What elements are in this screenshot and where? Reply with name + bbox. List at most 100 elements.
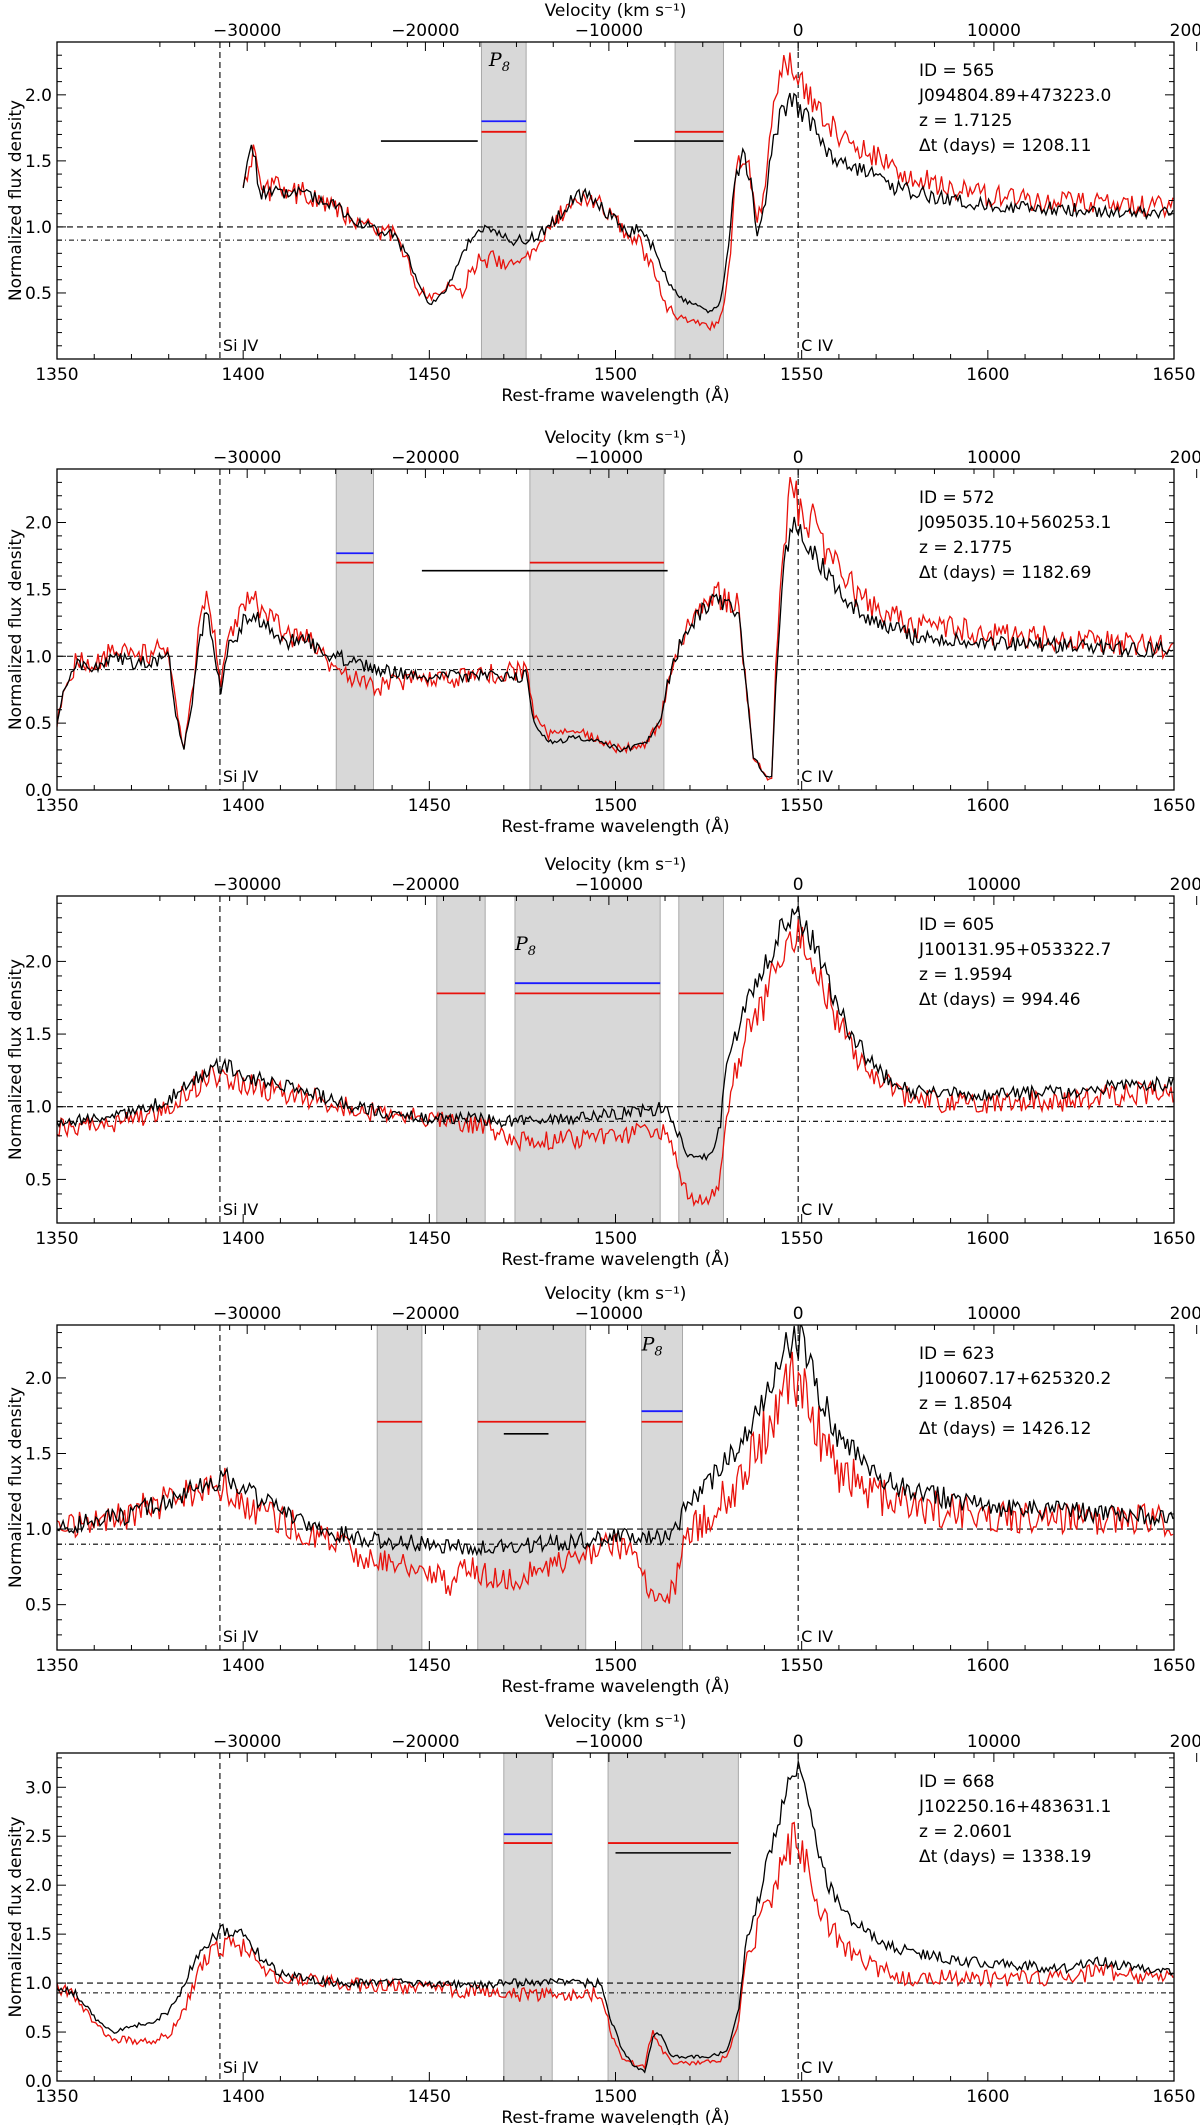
x-tick-label: 1500 (594, 365, 637, 385)
x-tick-label: 1650 (1152, 1656, 1195, 1676)
x-tick-label: 1450 (408, 365, 451, 385)
x-tick-label: 1400 (222, 365, 265, 385)
shaded-region (503, 1752, 553, 2082)
x-tick-label: 1600 (966, 1656, 1009, 1676)
time-interval: Δt (days) = 1182.69 (919, 563, 1091, 583)
y-tick-label: 2.0 (25, 1369, 52, 1389)
x-tick-label: 1450 (408, 796, 451, 816)
y-axis-label: Normalized flux density (6, 529, 26, 730)
y-tick-label: 1.0 (25, 1520, 52, 1540)
redshift: z = 1.8504 (919, 1394, 1012, 1414)
panels: P8 Si IV C IV 1350 1400 1450 1500 1550 1600 1650 −… (6, 1, 1200, 2125)
velocity-tick-label: 10000 (967, 1304, 1021, 1324)
y-tick-label: 1.5 (25, 1925, 52, 1945)
civ-label: C IV (801, 2058, 833, 2077)
shaded-region (514, 895, 661, 1224)
redshift: z = 2.0601 (919, 1822, 1012, 1842)
shaded-region (641, 1324, 684, 1651)
velocity-tick-label: 20000 (1170, 875, 1200, 895)
time-interval: Δt (days) = 994.46 (919, 990, 1081, 1010)
y-tick-label: 1.0 (25, 647, 52, 667)
x-tick-label: 1650 (1152, 796, 1195, 816)
y-tick-label: 2.0 (25, 1876, 52, 1896)
series-epoch1-spectrum (57, 1761, 1174, 2074)
series-epoch1-spectrum (57, 1325, 1174, 1557)
y-tick-label: 0.0 (25, 781, 52, 801)
time-interval: Δt (days) = 1338.19 (919, 1847, 1091, 1867)
siiv-label: Si IV (223, 1627, 258, 1646)
velocity-tick-label: −20000 (391, 1732, 459, 1752)
y-tick-label: 0.5 (25, 1170, 52, 1190)
shaded-region (678, 895, 724, 1224)
y-tick-label: 1.0 (25, 1974, 52, 1994)
object-id: ID = 623 (919, 1344, 995, 1364)
spectra-group (57, 1325, 1174, 1604)
y-tick-label: 1.0 (25, 218, 52, 238)
x-tick-label: 1350 (35, 365, 78, 385)
y-tick-label: 0.5 (25, 714, 52, 734)
shaded-region (376, 1324, 423, 1651)
redshift: z = 1.7125 (919, 111, 1012, 131)
x-tick-label: 1400 (222, 2087, 265, 2107)
x-tick-label: 1650 (1152, 2087, 1195, 2107)
velocity-tick-label: −20000 (391, 875, 459, 895)
x-tick-label: 1450 (408, 2087, 451, 2107)
x-tick-label: 1650 (1152, 1229, 1195, 1249)
x-axis-label: Rest-frame wavelength (Å) (501, 1675, 729, 1697)
object-name: J100131.95+053322.7 (918, 940, 1111, 960)
x-axis-label: Rest-frame wavelength (Å) (501, 2106, 729, 2125)
y-tick-label: 0.0 (25, 2072, 52, 2092)
velocity-tick-label: 10000 (967, 448, 1021, 468)
velocity-tick-label: −10000 (575, 448, 643, 468)
x-tick-label: 1550 (780, 1656, 823, 1676)
velocity-tick-label: 0 (793, 21, 804, 41)
spectra-group (57, 476, 1174, 781)
object-id: ID = 565 (919, 61, 995, 81)
velocity-tick-label: −30000 (213, 875, 281, 895)
y-axis-label: Normalized flux density (6, 1387, 26, 1588)
velocity-tick-label: −20000 (391, 448, 459, 468)
civ-label: C IV (801, 767, 833, 786)
y-tick-label: 2.0 (25, 514, 52, 534)
velocity-tick-label: −10000 (575, 875, 643, 895)
redshift: z = 2.1775 (919, 538, 1012, 558)
series-epoch2-spectrum (57, 1351, 1174, 1604)
x-tick-label: 1400 (222, 1656, 265, 1676)
x-tick-label: 1450 (408, 1229, 451, 1249)
y-tick-label: 1.5 (25, 580, 52, 600)
x-tick-label: 1500 (594, 1656, 637, 1676)
p8-label: P8 (514, 933, 536, 959)
series-epoch1-spectrum (57, 905, 1174, 1162)
x-tick-label: 1500 (594, 2087, 637, 2107)
velocity-tick-label: −20000 (391, 21, 459, 41)
object-name: J100607.17+625320.2 (918, 1369, 1111, 1389)
chart-panel-2: Si IV C IV 1350 1400 1450 1500 1550 1600 1650 −30… (6, 428, 1200, 837)
x-tick-label: 1350 (35, 2087, 78, 2107)
object-name: J094804.89+473223.0 (918, 86, 1111, 106)
x-axis-label: Rest-frame wavelength (Å) (501, 815, 729, 837)
x-tick-label: 1350 (35, 1656, 78, 1676)
x-axis-label: Rest-frame wavelength (Å) (501, 384, 729, 406)
siiv-label: Si IV (223, 1200, 258, 1219)
object-id: ID = 668 (919, 1772, 995, 1792)
velocity-tick-label: 0 (793, 448, 804, 468)
x-tick-label: 1600 (966, 1229, 1009, 1249)
shaded-region (607, 1752, 739, 2082)
velocity-tick-label: −10000 (575, 1304, 643, 1324)
time-interval: Δt (days) = 1208.11 (919, 136, 1091, 156)
shaded-region (477, 1324, 587, 1651)
shaded-region (529, 468, 665, 791)
p8-label: P8 (641, 1334, 663, 1360)
velocity-tick-label: 0 (793, 1732, 804, 1752)
siiv-label: Si IV (223, 767, 258, 786)
x-axis-label: Rest-frame wavelength (Å) (501, 1248, 729, 1270)
velocity-tick-label: 0 (793, 875, 804, 895)
x-tick-label: 1550 (780, 796, 823, 816)
velocity-tick-label: 10000 (967, 875, 1021, 895)
redshift: z = 1.9594 (919, 965, 1012, 985)
chart-panel-1: P8 Si IV C IV 1350 1400 1450 1500 1550 1600 1650 −… (6, 1, 1200, 406)
x-tick-label: 1600 (966, 2087, 1009, 2107)
velocity-tick-label: −20000 (391, 1304, 459, 1324)
x-tick-label: 1400 (222, 1229, 265, 1249)
y-tick-label: 1.5 (25, 1444, 52, 1464)
